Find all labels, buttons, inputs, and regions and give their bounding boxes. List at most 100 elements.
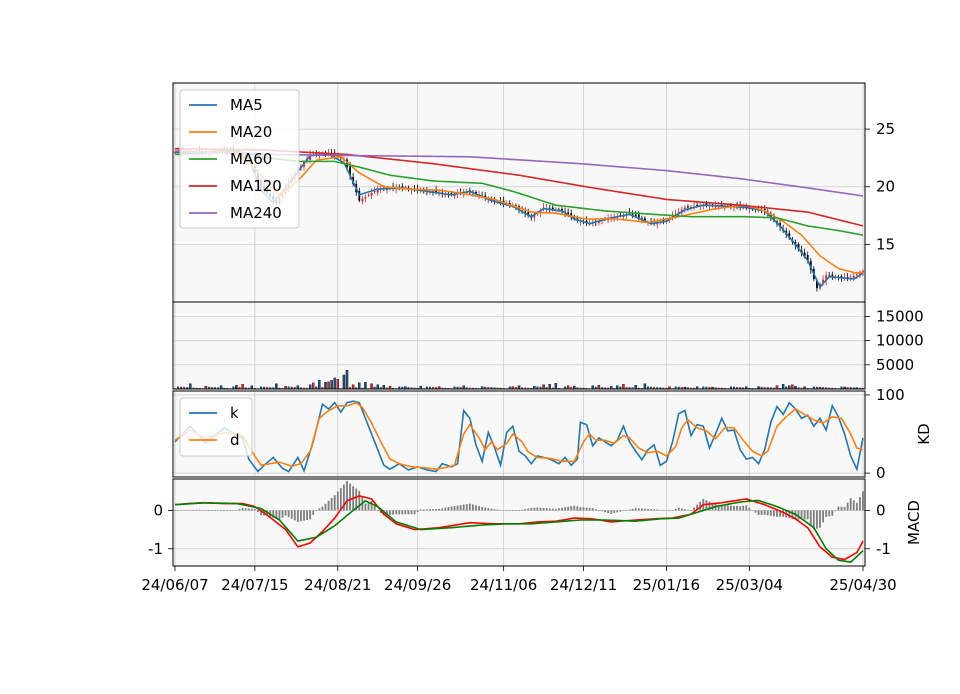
- macd-histogram-bar: [177, 510, 179, 511]
- volume-bar: [296, 385, 300, 389]
- candle-body: [683, 207, 686, 210]
- volume-bar: [825, 387, 828, 389]
- volume-bar: [689, 387, 693, 389]
- candle-body: [840, 276, 843, 278]
- candle-body: [644, 218, 646, 221]
- volume-bar: [622, 384, 625, 389]
- candle-body: [634, 214, 637, 217]
- macd-histogram-bar: [766, 510, 769, 516]
- candle-body: [803, 252, 806, 257]
- volume-bar: [342, 374, 346, 389]
- volume-bar: [413, 387, 416, 389]
- macd-histogram-bar: [846, 502, 849, 511]
- candle: [484, 192, 487, 201]
- volume-bar: [487, 386, 490, 389]
- macd-histogram-bar: [647, 508, 649, 511]
- volume-bar: [336, 379, 340, 389]
- macd-histogram-bar: [591, 508, 594, 511]
- macd-histogram-bar: [468, 503, 471, 511]
- candle-body: [806, 255, 809, 261]
- macd-histogram-bar: [601, 510, 603, 512]
- macd-histogram-bar: [576, 506, 579, 511]
- volume-bar: [419, 385, 422, 389]
- macd-histogram-bar: [809, 510, 812, 525]
- macd-histogram-bar: [561, 507, 563, 511]
- macd-histogram-bar: [570, 506, 573, 511]
- volume-bar: [597, 384, 601, 389]
- macd-histogram-bar: [745, 505, 748, 511]
- volume-bar: [308, 384, 312, 389]
- volume-bar: [646, 386, 650, 389]
- macd-histogram-bar: [232, 510, 235, 511]
- macd-histogram-bar: [736, 506, 738, 511]
- macd-histogram-bar: [521, 509, 523, 511]
- macd-histogram-bar: [493, 509, 496, 511]
- volume-bar: [554, 383, 558, 389]
- macd-histogram-bar: [343, 484, 345, 511]
- macd-histogram-bar: [610, 510, 613, 514]
- candle-body: [358, 190, 361, 201]
- volume-bar: [831, 387, 834, 389]
- macd-histogram-bar: [696, 504, 699, 511]
- macd-histogram-bar: [441, 508, 444, 511]
- macd-histogram-bar: [447, 507, 450, 511]
- candle-body: [859, 272, 861, 276]
- macd-histogram-bar: [478, 506, 480, 511]
- legend-box: [179, 397, 253, 457]
- macd-histogram-bar: [582, 507, 585, 511]
- macd-histogram-bar: [819, 510, 821, 528]
- volume-bar: [634, 384, 637, 389]
- macd-histogram-bar: [628, 509, 631, 511]
- volume-bar: [656, 387, 659, 389]
- volume-bar: [490, 387, 493, 389]
- macd-histogram-bar: [398, 510, 401, 515]
- macd-histogram-bar: [843, 506, 846, 511]
- volume-bar: [849, 387, 852, 389]
- macd-histogram-bar: [459, 505, 462, 511]
- macd-histogram-bar: [687, 509, 689, 511]
- volume-bar: [456, 386, 459, 389]
- macd-histogram-bar: [690, 510, 692, 511]
- volume-bar: [711, 386, 714, 389]
- macd-histogram-bar: [849, 498, 852, 511]
- macd-histogram-bar: [183, 510, 186, 511]
- volume-bar: [330, 380, 333, 389]
- macd-histogram-bar: [760, 510, 763, 515]
- candle-body: [551, 207, 554, 210]
- macd-histogram-bar: [607, 510, 609, 514]
- macd-histogram-bar: [637, 508, 640, 511]
- macd-histogram-bar: [195, 509, 198, 511]
- volume-bar: [732, 386, 736, 389]
- macd-histogram-bar: [189, 509, 192, 511]
- macd-histogram-bar: [769, 510, 772, 516]
- candle-body: [561, 208, 563, 211]
- macd-histogram-bar: [413, 510, 416, 515]
- volume-bar: [293, 386, 296, 389]
- macd-histogram-bar: [730, 505, 732, 511]
- macd-histogram-bar: [395, 510, 398, 515]
- volume-bar: [379, 387, 382, 389]
- volume-bar: [361, 387, 364, 389]
- macd-histogram-bar: [763, 510, 766, 515]
- macd-histogram-bar: [502, 510, 505, 511]
- volume-bar: [385, 387, 389, 389]
- candle-body: [585, 220, 588, 223]
- volume-bar: [729, 386, 733, 389]
- volume-bar: [318, 380, 321, 389]
- volume-bar: [364, 382, 367, 389]
- volume-bar: [821, 387, 825, 389]
- kd-panel-frame: [172, 390, 866, 478]
- macd-histogram-bar: [207, 510, 210, 511]
- macd-histogram-bar: [309, 510, 312, 520]
- volume-bar: [785, 386, 788, 389]
- legend-label: MA20: [230, 123, 272, 141]
- volume-bar: [250, 385, 254, 389]
- macd-histogram-bar: [659, 509, 662, 511]
- volume-bar: [616, 385, 619, 389]
- kd-panel-background: [173, 391, 865, 477]
- volume-bar: [643, 383, 647, 389]
- legend-label: k: [230, 404, 239, 422]
- macd-histogram-bar: [604, 510, 606, 513]
- vol-y-tick-label: 5000: [876, 356, 914, 374]
- macd-histogram-bar: [327, 500, 330, 511]
